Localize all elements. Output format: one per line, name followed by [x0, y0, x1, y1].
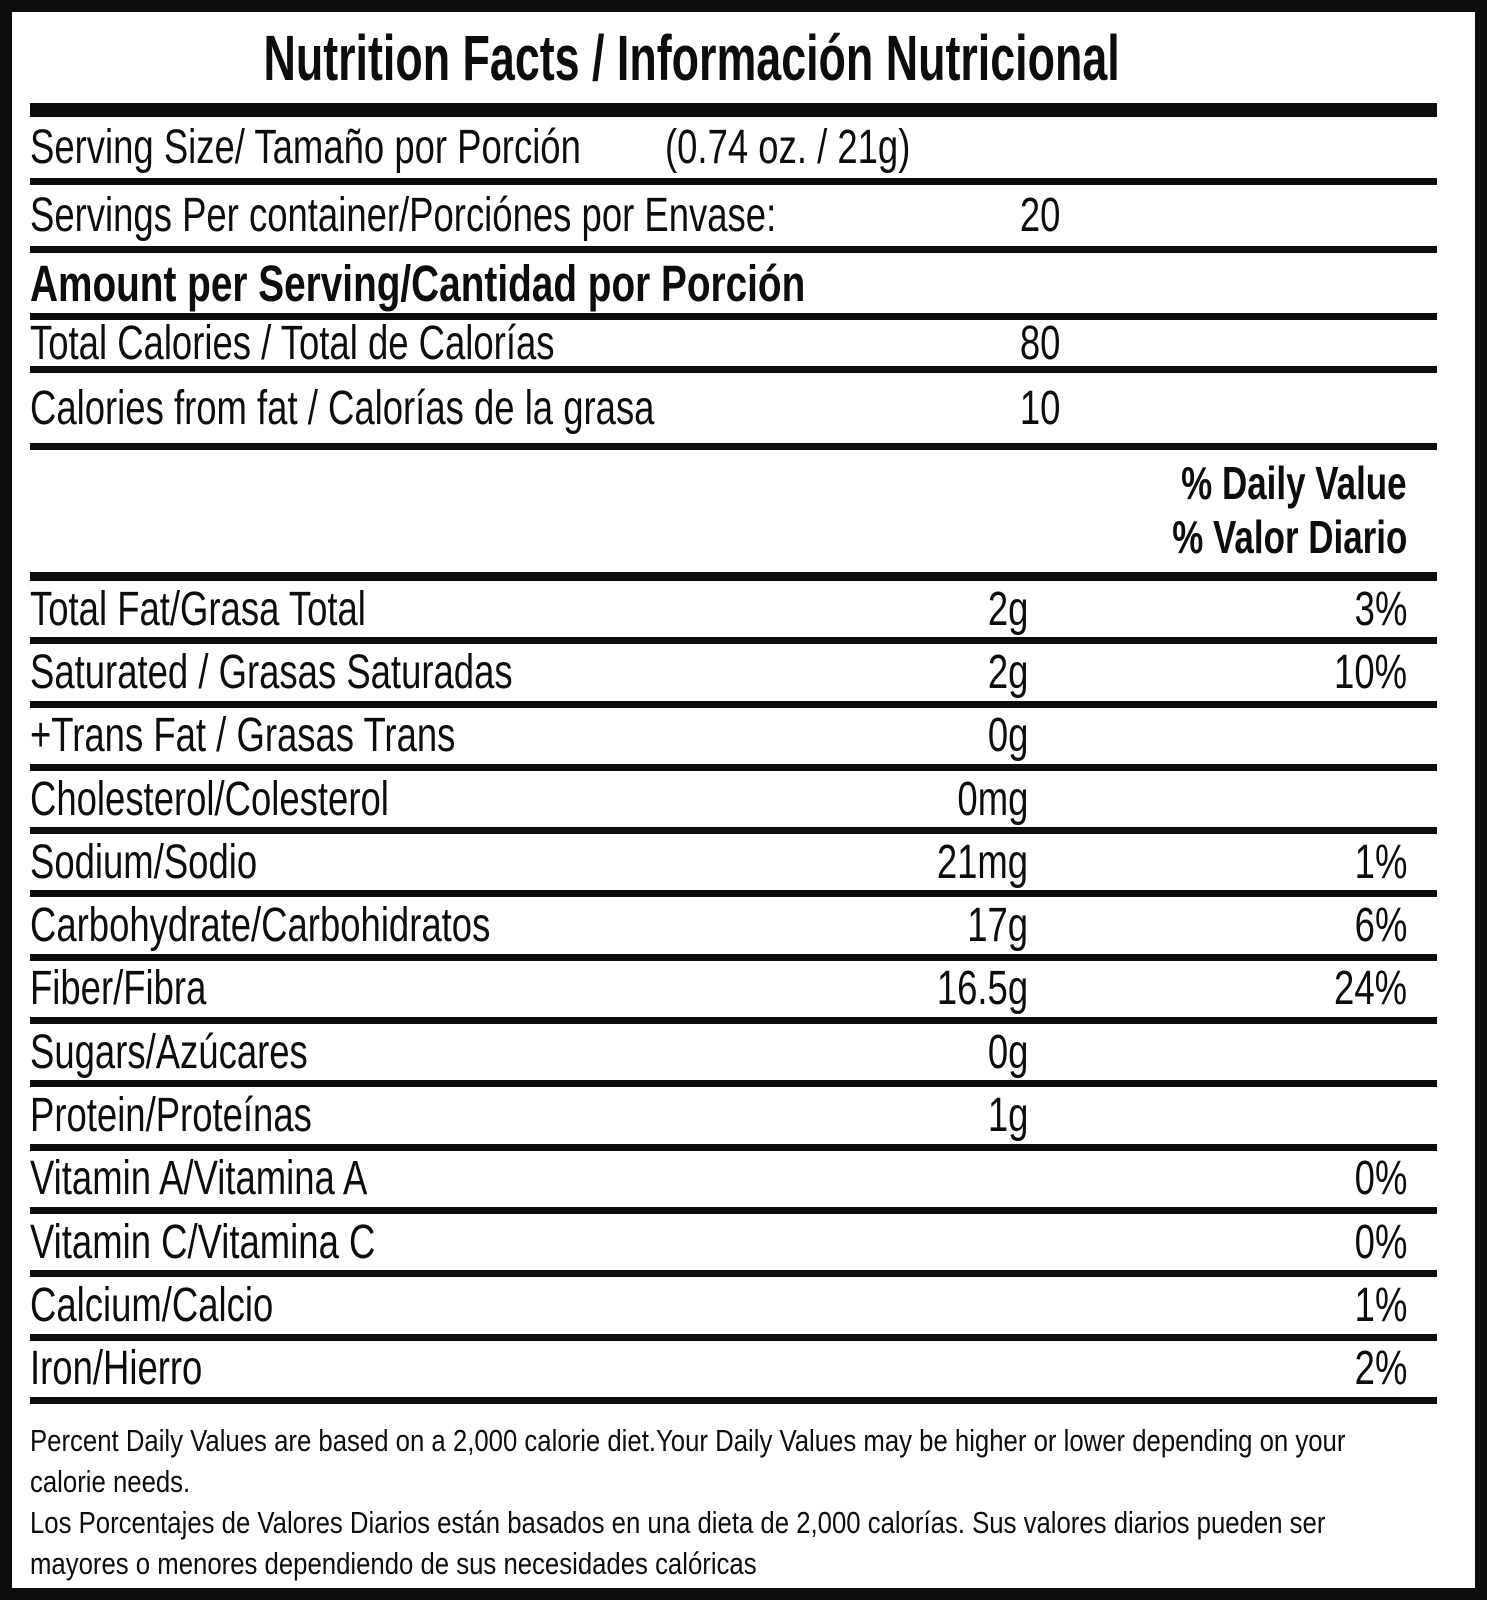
amount-per-serving-header-wrap: Amount per Serving/Cantidad por Porción	[30, 254, 1050, 313]
nutrient-label: Cholesterol/Colesterol	[30, 772, 389, 826]
serving-size-label-wrap: Serving Size/ Tamaño por Porción	[30, 120, 755, 175]
nutrient-label: Protein/Proteínas	[30, 1089, 312, 1143]
serving-size-row: Serving Size/ Tamaño por Porción (0.74 o…	[30, 117, 1437, 185]
nutrient-row-calcium: Calcium/Calcio 1%	[30, 1277, 1437, 1341]
nutrient-row-cholesterol: Cholesterol/Colesterol 0mg	[30, 771, 1437, 835]
nutrient-row-sugars: Sugars/Azúcares 0g	[30, 1024, 1437, 1088]
amount-per-serving-header-row: Amount per Serving/Cantidad por Porción	[30, 253, 1437, 320]
nutrient-daily-value: 1%	[1354, 835, 1407, 889]
nutrient-row-vitamin-c: Vitamin C/Vitamina C 0%	[30, 1214, 1437, 1278]
nutrient-row-sodium: Sodium/Sodio 21mg 1%	[30, 834, 1437, 898]
nutrient-daily-value: 6%	[1354, 899, 1407, 953]
nutrient-amount: 21mg	[936, 835, 1028, 889]
nutrient-daily-value: 10%	[1333, 645, 1407, 699]
nutrient-label: +Trans Fat / Grasas Trans	[30, 709, 456, 763]
serving-size-value: (0.74 oz. / 21g)	[665, 121, 911, 174]
calories-from-fat-value-wrap: 10	[30, 373, 1060, 443]
nutrient-row-total-fat: Total Fat/Grasa Total 2g 3%	[30, 581, 1437, 645]
daily-value-header-block: % Daily Value % Valor Diario	[30, 450, 1437, 581]
nutrient-row-fiber: Fiber/Fibra 16.5g 24%	[30, 961, 1437, 1025]
nutrient-label: Sodium/Sodio	[30, 835, 258, 889]
nutrient-label: Vitamin C/Vitamina C	[30, 1215, 376, 1269]
nutrient-row-saturated-fat: Saturated / Grasas Saturadas 2g 10%	[30, 644, 1437, 708]
servings-per-container-row: Servings Per container/Porciónes por Env…	[30, 185, 1437, 253]
nutrient-amount: 0mg	[957, 772, 1028, 826]
nutrient-label: Calcium/Calcio	[30, 1278, 274, 1332]
nutrient-amount: 2g	[987, 645, 1028, 699]
calories-from-fat-value: 10	[1019, 381, 1060, 435]
label-title: Nutrition Facts / Información Nutriciona…	[263, 21, 1120, 94]
nutrient-row-carbohydrate: Carbohydrate/Carbohidratos 17g 6%	[30, 897, 1437, 961]
nutrient-row-protein: Protein/Proteínas 1g	[30, 1087, 1437, 1151]
nutrient-label: Iron/Hierro	[30, 1342, 203, 1396]
calories-from-fat-row: Calories from fat / Calorías de la grasa…	[30, 373, 1437, 450]
nutrient-daily-value: 0%	[1354, 1215, 1407, 1269]
footnote-block: Percent Daily Values are based on a 2,00…	[30, 1404, 1437, 1584]
servings-per-container-value: 20	[1019, 189, 1060, 242]
nutrient-label: Saturated / Grasas Saturadas	[30, 645, 513, 699]
amount-per-serving-header: Amount per Serving/Cantidad por Porción	[30, 254, 806, 312]
nutrient-row-vitamin-a: Vitamin A/Vitamina A 0%	[30, 1151, 1437, 1214]
serving-size-value-wrap: (0.74 oz. / 21g)	[665, 117, 988, 178]
nutrient-daily-value: 3%	[1354, 582, 1407, 636]
total-calories-label: Total Calories / Total de Calorías	[30, 316, 555, 370]
nutrient-row-trans-fat: +Trans Fat / Grasas Trans 0g	[30, 708, 1437, 771]
footnote-spanish: Los Porcentajes de Valores Diarios están…	[30, 1504, 1326, 1581]
nutrient-amount: 0g	[987, 1025, 1028, 1079]
label-content: Nutrition Facts / Información Nutriciona…	[12, 12, 1475, 1584]
nutrient-daily-value: 2%	[1354, 1342, 1407, 1396]
servings-per-container-label: Servings Per container/Porciónes por Env…	[30, 189, 777, 242]
label-title-block: Nutrition Facts / Información Nutriciona…	[30, 12, 1437, 103]
serving-size-label: Serving Size/ Tamaño por Porción	[30, 121, 581, 174]
total-calories-value: 80	[1019, 316, 1060, 370]
nutrient-amount: 0g	[987, 709, 1028, 763]
servings-per-container-label-wrap: Servings Per container/Porciónes por Env…	[30, 188, 1012, 243]
nutrient-amount: 16.5g	[936, 962, 1028, 1016]
nutrient-label: Carbohydrate/Carbohidratos	[30, 899, 491, 953]
daily-value-header-en: % Daily Value	[1181, 457, 1407, 509]
nutrient-daily-value: 1%	[1354, 1278, 1407, 1332]
total-calories-label-wrap: Total Calories / Total de Calorías	[30, 316, 720, 371]
servings-per-container-value-wrap: 20	[30, 185, 1060, 246]
nutrient-daily-value: 0%	[1354, 1152, 1407, 1206]
title-divider-bar	[30, 103, 1437, 117]
nutrient-label: Total Fat/Grasa Total	[30, 582, 366, 636]
nutrient-amount: 2g	[987, 582, 1028, 636]
footnote-english: Percent Daily Values are based on a 2,00…	[30, 1422, 1346, 1499]
nutrient-label: Vitamin A/Vitamina A	[30, 1152, 368, 1206]
total-calories-value-wrap: 80	[30, 317, 1060, 370]
nutrient-daily-value: 24%	[1333, 962, 1407, 1016]
calories-from-fat-label: Calories from fat / Calorías de la grasa	[30, 381, 655, 435]
daily-value-header-es: % Valor Diario	[1171, 511, 1407, 563]
calories-from-fat-label-wrap: Calories from fat / Calorías de la grasa	[30, 381, 852, 436]
nutrient-amount: 1g	[987, 1089, 1028, 1143]
nutrient-row-iron: Iron/Hierro 2%	[30, 1341, 1437, 1404]
nutrient-label: Sugars/Azúcares	[30, 1025, 308, 1079]
nutrient-label: Fiber/Fibra	[30, 962, 207, 1016]
total-calories-row: Total Calories / Total de Calorías 80	[30, 317, 1437, 373]
nutrient-amount: 17g	[967, 899, 1028, 953]
